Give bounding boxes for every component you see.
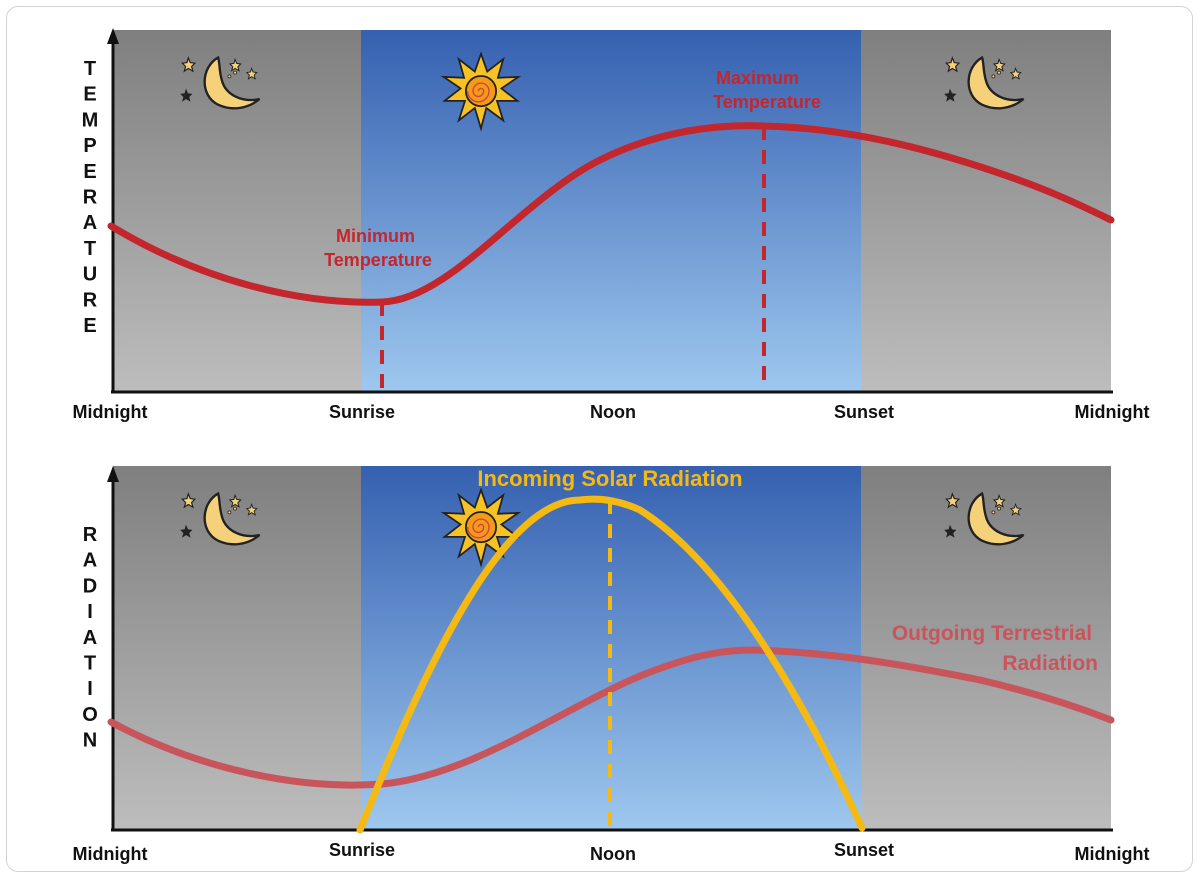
axis-label-letter: T xyxy=(84,58,96,80)
axis-label-letter: A xyxy=(83,212,97,234)
max-temperature-label: Maximum Temperature xyxy=(713,68,821,112)
axis-label-letter: M xyxy=(82,109,99,131)
axis-label-letter: A xyxy=(83,627,97,649)
axis-label-letter: N xyxy=(83,730,97,752)
axis-label-letter: P xyxy=(83,135,96,157)
axis-label-letter: R xyxy=(83,289,98,311)
night-region-left xyxy=(113,30,361,392)
tick-sunrise: Sunrise xyxy=(329,840,395,860)
axis-label-letter: T xyxy=(84,653,96,675)
axis-label-letter: U xyxy=(83,264,97,286)
incoming-solar-radiation-label: Incoming Solar Radiation xyxy=(477,466,742,491)
temperature-panel: Minimum Temperature Maximum Temperature … xyxy=(73,28,1150,422)
terrestrial-radiation-curve xyxy=(107,646,1115,789)
tick-midnight-start: Midnight xyxy=(73,844,148,864)
tick-noon: Noon xyxy=(590,402,636,422)
axis-label-letter: E xyxy=(83,315,96,337)
tick-sunset: Sunset xyxy=(834,402,894,422)
outgoing-terrestrial-radiation-label: Outgoing Terrestrial Radiation xyxy=(892,622,1098,675)
temperature-curve xyxy=(107,122,1115,306)
min-temperature-label: Minimum Temperature xyxy=(324,226,432,270)
tick-sunset: Sunset xyxy=(834,840,894,860)
axis-label-letter: T xyxy=(84,238,96,260)
night-region-left xyxy=(113,466,361,830)
solar-radiation-curve xyxy=(356,495,866,834)
axis-label-letter: I xyxy=(87,678,93,700)
axis-label-letter: D xyxy=(83,575,97,597)
tick-midnight-start: Midnight xyxy=(73,402,148,422)
tick-sunrise: Sunrise xyxy=(329,402,395,422)
tick-midnight-end: Midnight xyxy=(1075,402,1150,422)
axis-label-letter: E xyxy=(83,84,96,106)
axis-label-letter: E xyxy=(83,161,96,183)
axis-label-letter: R xyxy=(83,187,98,209)
axis-label-letter: O xyxy=(82,704,98,726)
tick-midnight-end: Midnight xyxy=(1075,844,1150,864)
y-axis-arrow xyxy=(107,466,119,482)
axis-label-letter: R xyxy=(83,524,98,546)
axis-label-letter: I xyxy=(87,601,93,623)
tick-noon: Noon xyxy=(590,844,636,864)
y-axis-arrow xyxy=(107,28,119,44)
day-region xyxy=(361,30,861,392)
axis-label-letter: A xyxy=(83,550,97,572)
radiation-panel: Incoming Solar Radiation Outgoing Terres… xyxy=(73,466,1150,864)
